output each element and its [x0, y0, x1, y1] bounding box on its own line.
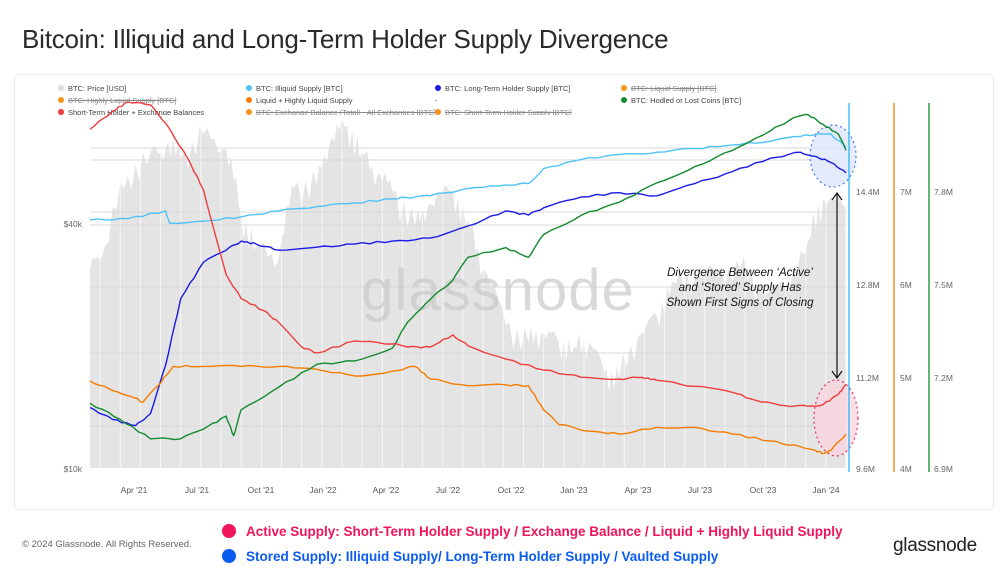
- legend-dot-icon: [435, 85, 441, 92]
- legend-label: BTC: Long-Term Holder Supply [BTC]: [445, 84, 571, 93]
- y-tick-illiquid: 14.4M: [856, 187, 880, 197]
- legend-dot-icon: [435, 109, 441, 116]
- legend-dot-icon: [621, 97, 627, 104]
- y-tick-illiquid: 9.6M: [856, 464, 875, 474]
- x-tick-label: Oct '21: [248, 485, 275, 495]
- annotation-line: and ‘Stored’ Supply Has: [679, 282, 802, 294]
- legend-item[interactable]: Liquid + Highly Liquid Supply: [246, 96, 353, 105]
- y-tick-price: $40k: [64, 219, 83, 229]
- x-tick-label: Oct '23: [750, 485, 777, 495]
- footer-legend-stored: Stored Supply: Illiquid Supply/ Long-Ter…: [222, 549, 718, 564]
- page-title: Bitcoin: Illiquid and Long-Term Holder S…: [22, 24, 669, 54]
- legend-item[interactable]: BTC: Hodled or Lost Coins [BTC]: [621, 96, 741, 105]
- legend-dot-icon: [246, 109, 252, 116]
- legend-label: Liquid + Highly Liquid Supply: [256, 96, 353, 105]
- y-tick-liquid: 6M: [900, 280, 912, 290]
- x-tick-label: Oct '22: [498, 485, 525, 495]
- stored-supply-dot-icon: [222, 549, 236, 564]
- series-line-1: [89, 133, 847, 225]
- x-tick-label: Jul '21: [185, 485, 210, 495]
- footer-legend-active: Active Supply: Short-Term Holder Supply …: [222, 524, 842, 539]
- x-tick-label: Jan '23: [560, 485, 587, 495]
- series-line-3: [89, 364, 847, 455]
- annotation-line: Shown First Signs of Closing: [666, 297, 814, 309]
- y-tick-illiquid: 12.8M: [856, 280, 880, 290]
- legend-dot-icon: [621, 85, 627, 92]
- legend-item[interactable]: -: [435, 96, 438, 105]
- y-tick-hodled: 7.8M: [934, 187, 953, 197]
- annotation-arrow-down: [831, 370, 843, 380]
- series-line-4: [89, 113, 847, 441]
- series: [89, 101, 847, 455]
- legend-item[interactable]: BTC: Long-Term Holder Supply [BTC]: [435, 84, 570, 93]
- x-tick-label: Apr '21: [121, 485, 148, 495]
- legend-label: BTC: Price [USD]: [68, 84, 127, 93]
- legend-label: BTC: Illiquid Supply [BTC]: [256, 84, 343, 93]
- active-supply-highlight: [813, 379, 859, 457]
- series-line-5: [89, 101, 847, 408]
- legend-item[interactable]: BTC: Highly Liquid Supply [BTC]: [58, 96, 176, 105]
- annotation-line: Divergence Between ‘Active’: [667, 267, 813, 279]
- legend-item[interactable]: BTC: Exchange Balance (Total) - All Exch…: [246, 108, 436, 117]
- legend-label: BTC: Liquid Supply [BTC]: [631, 84, 717, 93]
- legend-dot-icon: [246, 85, 252, 92]
- legend-item[interactable]: BTC: Price [USD]: [58, 84, 126, 93]
- annotation: Divergence Between ‘Active’ and ‘Stored’ …: [666, 191, 843, 380]
- axes: $10k $40k 9.6M 11.2M 12.8M 14.4M 4M 5M 6M 7M 6.9M 7…: [64, 103, 953, 495]
- legend-dot-icon: [58, 97, 64, 104]
- annotation-text: Divergence Between ‘Active’ and ‘Stored’ …: [666, 267, 814, 309]
- copyright: © 2024 Glassnode. All Rights Reserved.: [22, 539, 192, 550]
- legend-item[interactable]: BTC: Illiquid Supply [BTC]: [246, 84, 343, 93]
- legend-dot-icon: [58, 85, 64, 92]
- legend-label: BTC: Hodled or Lost Coins [BTC]: [631, 96, 742, 105]
- x-tick-label: Jul '22: [436, 485, 461, 495]
- legend-item[interactable]: BTC: Short-Term Holder Supply [BTC]: [435, 108, 572, 117]
- price-area-top: [90, 115, 846, 392]
- glassnode-logo: glassnode: [893, 535, 977, 556]
- x-tick-label: Jan '22: [309, 485, 336, 495]
- active-supply-label: Active Supply: Short-Term Holder Supply …: [246, 524, 843, 539]
- stored-supply-label: Stored Supply: Illiquid Supply/ Long-Ter…: [246, 549, 719, 564]
- legend-label: BTC: Short-Term Holder Supply [BTC]: [445, 108, 572, 117]
- x-tick-label: Jan '24: [812, 485, 839, 495]
- active-supply-dot-icon: [222, 524, 236, 539]
- legend-item[interactable]: Short-Term Holder + Exchange Balances: [58, 108, 204, 117]
- legend-dot-icon: [246, 97, 252, 104]
- y-tick-price: $10k: [64, 464, 83, 474]
- y-tick-hodled: 7.5M: [934, 280, 953, 290]
- legend-item[interactable]: BTC: Liquid Supply [BTC]: [621, 84, 716, 93]
- x-tick-label: Apr '22: [373, 485, 400, 495]
- legend-label: BTC: Exchange Balance (Total) - All Exch…: [256, 108, 436, 117]
- y-tick-liquid: 7M: [900, 187, 912, 197]
- y-tick-liquid: 4M: [900, 464, 912, 474]
- legend-label: Short-Term Holder + Exchange Balances: [68, 108, 205, 117]
- legend-label: -: [435, 96, 438, 105]
- watermark: glassnode: [361, 258, 634, 323]
- series-line-2: [89, 151, 847, 427]
- x-tick-label: Apr '23: [625, 485, 652, 495]
- y-tick-hodled: 6.9M: [934, 464, 953, 474]
- annotation-arrow-up: [831, 191, 843, 201]
- legend-label: BTC: Highly Liquid Supply [BTC]: [68, 96, 177, 105]
- y-tick-illiquid: 11.2M: [856, 373, 879, 383]
- y-tick-liquid: 5M: [900, 373, 912, 383]
- y-tick-hodled: 7.2M: [934, 373, 953, 383]
- legend-dot-icon: [58, 109, 64, 116]
- x-tick-label: Jul '23: [688, 485, 713, 495]
